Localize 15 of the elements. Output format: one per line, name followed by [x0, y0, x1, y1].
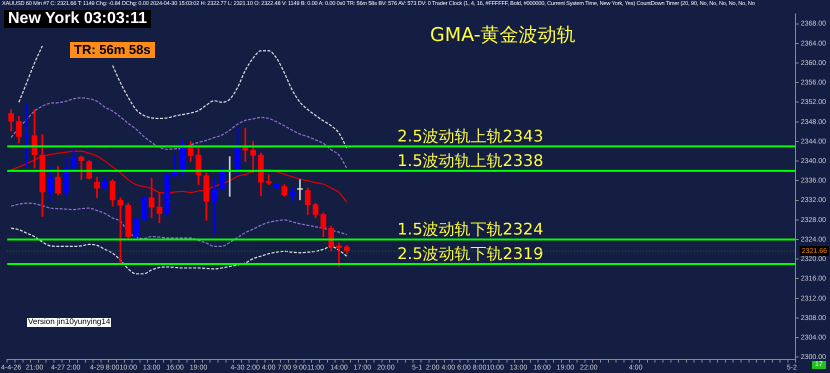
ref-line-label: 1.5波动轨下轨2324: [397, 220, 544, 239]
ref-line-label: 2.5波动轨下轨2319: [397, 244, 544, 264]
annotation: New York 03:03:11: [4, 10, 152, 28]
candlestick: [156, 192, 162, 224]
ref-line-label: 1.5波动轨上轨2338: [397, 151, 544, 170]
line-series: [10, 202, 348, 247]
annotation: TR: 56m 58s: [70, 42, 155, 58]
line-series: [10, 228, 348, 274]
line-series: [10, 97, 348, 170]
ref-line-label: 2.5波动轨上轨2343: [397, 126, 544, 146]
candlestick: [297, 179, 303, 200]
line-series: [10, 150, 348, 203]
candlestick: [336, 242, 342, 267]
annotation: Version jin10yunying14: [27, 317, 112, 327]
text: GMA-黄金波动轨: [430, 23, 576, 48]
